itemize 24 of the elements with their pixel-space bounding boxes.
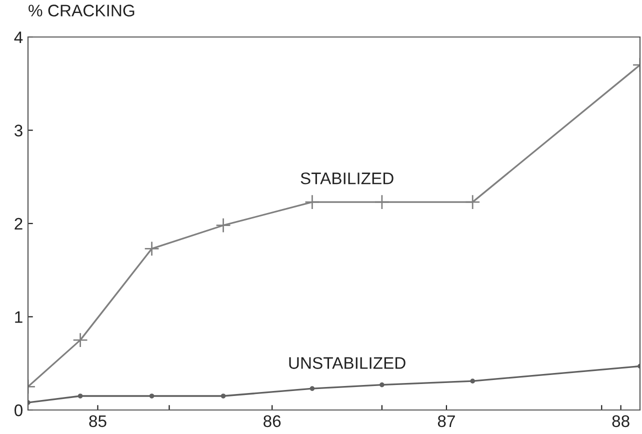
x-tick-label: 87	[438, 415, 455, 428]
point	[380, 382, 384, 388]
point	[78, 394, 83, 398]
x-tick-label: 85	[89, 415, 106, 428]
series-label: UNSTABILIZED	[289, 357, 406, 369]
point	[72, 332, 88, 348]
point	[304, 194, 320, 210]
y-tick-label: 3	[14, 124, 22, 136]
point	[216, 218, 231, 234]
y-tick-label: 0	[14, 404, 22, 416]
x-tick-label: 86	[264, 415, 281, 428]
y-tick-label: 2	[14, 218, 22, 230]
x-tick-label: 88	[612, 415, 630, 428]
point	[310, 386, 315, 391]
point	[220, 394, 226, 398]
point	[374, 194, 390, 210]
point	[470, 378, 476, 384]
y-axis-title: % CRACKING	[28, 4, 134, 16]
series-label: STABILIZED	[300, 172, 394, 184]
y-tick-label: 1	[15, 311, 22, 323]
point	[144, 241, 160, 256]
point	[149, 394, 154, 398]
y-tick-label: 4	[14, 32, 23, 44]
point	[464, 194, 480, 210]
